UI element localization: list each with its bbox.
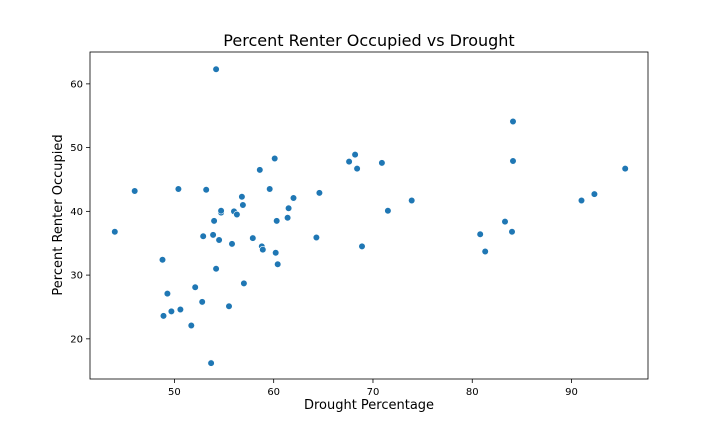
y-tick-label: 60 <box>70 79 83 90</box>
x-tick-label: 60 <box>267 387 280 398</box>
points-layer <box>111 65 629 367</box>
data-point-33 <box>271 154 279 163</box>
data-point-54 <box>509 157 517 165</box>
data-point-12 <box>202 186 210 194</box>
data-point-10 <box>198 298 206 306</box>
data-point-17 <box>212 65 220 73</box>
data-point-24 <box>233 210 241 219</box>
y-tick-label: 50 <box>70 143 83 154</box>
data-point-18 <box>215 236 223 244</box>
y-tick-label: 30 <box>70 271 83 282</box>
data-point-25 <box>238 193 246 201</box>
data-point-32 <box>266 185 274 193</box>
data-point-22 <box>228 240 236 248</box>
data-point-14 <box>209 231 217 239</box>
data-point-31 <box>259 246 267 254</box>
data-point-51 <box>501 218 509 226</box>
y-tick-label: 40 <box>70 207 83 218</box>
plot-frame <box>89 51 649 380</box>
data-point-6 <box>174 185 182 193</box>
data-point-1 <box>131 187 139 195</box>
data-point-46 <box>378 159 386 167</box>
data-point-36 <box>274 260 282 268</box>
data-point-0 <box>111 228 119 236</box>
x-axis-ticks: 50 60 70 80 90 <box>168 379 578 398</box>
data-point-15 <box>210 217 218 225</box>
data-point-28 <box>249 234 257 242</box>
data-point-3 <box>159 312 168 320</box>
data-point-38 <box>285 204 293 212</box>
y-tick-label: 20 <box>70 334 83 345</box>
data-point-56 <box>590 190 599 198</box>
x-tick-label: 90 <box>565 387 578 398</box>
data-point-5 <box>167 307 175 316</box>
data-point-2 <box>158 256 167 264</box>
x-tick-label: 80 <box>466 387 479 398</box>
x-axis-label: Drought Percentage <box>304 398 434 413</box>
data-point-4 <box>163 290 171 298</box>
data-point-26 <box>239 201 247 209</box>
data-point-11 <box>199 232 207 240</box>
data-point-48 <box>408 196 416 205</box>
data-point-49 <box>476 230 484 238</box>
chart-title: Percent Renter Occupied vs Drought <box>223 31 514 50</box>
data-point-50 <box>481 247 489 256</box>
data-point-20 <box>217 207 225 215</box>
data-point-57 <box>621 165 629 173</box>
data-point-34 <box>272 249 280 257</box>
data-point-16 <box>212 265 220 273</box>
data-point-21 <box>225 302 233 310</box>
data-point-42 <box>345 158 353 166</box>
y-axis-label: Percent Renter Occupied <box>51 134 66 295</box>
data-point-7 <box>176 305 184 314</box>
data-point-37 <box>284 214 292 222</box>
data-point-43 <box>351 151 359 159</box>
data-point-41 <box>315 189 324 197</box>
data-point-8 <box>187 321 195 330</box>
data-point-44 <box>353 165 361 173</box>
data-point-13 <box>207 359 215 367</box>
data-point-40 <box>312 233 321 242</box>
data-point-29 <box>256 166 264 174</box>
data-point-53 <box>509 117 517 126</box>
data-point-27 <box>240 279 248 288</box>
data-point-45 <box>358 242 366 250</box>
data-point-55 <box>577 196 586 205</box>
data-point-39 <box>289 194 298 202</box>
y-axis-ticks: 20 30 40 50 60 <box>70 79 90 345</box>
data-point-52 <box>508 228 516 236</box>
data-point-47 <box>384 207 392 215</box>
data-point-9 <box>191 283 199 291</box>
x-tick-label: 50 <box>168 387 181 398</box>
data-point-35 <box>273 217 281 225</box>
x-tick-label: 70 <box>367 387 380 398</box>
